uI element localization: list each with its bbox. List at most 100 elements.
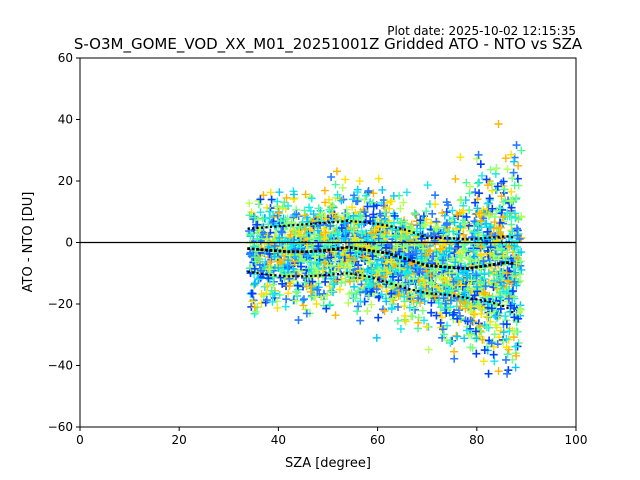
mean-point — [327, 248, 331, 252]
scatter-point — [456, 153, 465, 162]
mean-point — [336, 247, 340, 251]
scatter-point — [398, 280, 407, 289]
scatter-point — [275, 188, 284, 197]
scatter-point — [476, 272, 485, 281]
lower-sigma-point — [439, 293, 442, 296]
scatter-point — [490, 218, 499, 227]
scatter-point — [483, 293, 492, 302]
scatter-point — [485, 194, 494, 203]
scatter-point — [314, 204, 323, 213]
scatter-point — [346, 249, 355, 258]
mean-point — [421, 262, 425, 266]
scatter-point — [276, 258, 285, 267]
scatter-point — [432, 311, 441, 320]
scatter-point — [333, 190, 342, 199]
scatter-point — [263, 281, 272, 290]
scatter-point — [289, 276, 298, 285]
scatter-point — [449, 277, 458, 286]
lower-sigma-point — [506, 306, 509, 310]
scatter-point — [353, 197, 362, 206]
lower-sigma-point — [301, 275, 304, 278]
upper-sigma-point — [448, 236, 451, 240]
scatter-point — [475, 209, 484, 218]
x-tick-label: 60 — [370, 433, 385, 447]
scatter-point — [311, 252, 320, 261]
scatter-point — [353, 302, 362, 311]
scatter-point — [412, 249, 421, 258]
scatter-point — [431, 191, 440, 200]
scatter-point — [497, 244, 506, 253]
scatter-point — [406, 237, 415, 246]
lower-sigma-point — [461, 296, 465, 299]
scatter-point — [400, 292, 409, 301]
scatter-point — [340, 218, 349, 227]
scatter-point — [283, 214, 292, 223]
lower-sigma-point — [475, 298, 478, 301]
scatter-point — [509, 292, 518, 301]
lower-sigma-point — [336, 272, 340, 276]
scatter-point — [484, 211, 493, 220]
mean-point — [439, 265, 442, 269]
scatter-point — [404, 249, 413, 258]
scatter-point — [318, 250, 327, 259]
scatter-point — [347, 288, 356, 297]
scatter-point — [515, 270, 524, 279]
mean-point — [412, 260, 416, 263]
scatter-point — [507, 288, 516, 297]
scatter-point — [466, 316, 475, 325]
scatter-point — [466, 255, 475, 264]
mean-point — [251, 247, 255, 251]
scatter-point — [325, 195, 334, 204]
upper-sigma-point — [314, 222, 317, 225]
scatter-point — [405, 303, 414, 312]
upper-sigma-point — [323, 221, 326, 224]
scatter-point — [315, 211, 324, 220]
lower-sigma-point — [421, 291, 424, 294]
lower-sigma-point — [501, 304, 505, 308]
scatter-point — [445, 244, 454, 253]
scatter-point — [364, 186, 373, 195]
scatter-point — [421, 251, 430, 260]
lower-sigma-point — [359, 274, 362, 277]
scatter-point — [334, 263, 343, 272]
scatter-point — [307, 194, 316, 203]
lower-sigma-point — [350, 272, 353, 275]
scatter-point — [436, 273, 445, 282]
lower-sigma-point — [403, 286, 406, 289]
scatter-point — [360, 208, 369, 217]
scatter-point — [253, 234, 262, 243]
plot-date-label: Plot date: 2025-10-02 12:15:35 — [387, 24, 576, 38]
scatter-point — [363, 307, 372, 316]
scatter-point — [300, 206, 309, 215]
scatter-point — [438, 333, 447, 342]
scatter-point — [270, 252, 279, 261]
scatter-point — [369, 189, 378, 198]
scatter-point — [472, 271, 481, 280]
scatter-point — [251, 307, 260, 316]
scatter-point — [345, 277, 354, 286]
scatter-point — [299, 295, 308, 304]
scatter-point — [400, 269, 409, 278]
scatter-point — [510, 313, 519, 322]
scatter-point — [436, 303, 445, 312]
scatter-point — [497, 281, 506, 290]
mean-point — [376, 250, 380, 254]
scatter-point — [327, 173, 336, 182]
scatter-point — [487, 304, 496, 313]
mean-point — [274, 249, 277, 253]
scatter-point — [265, 265, 274, 274]
scatter-point — [349, 211, 358, 220]
mean-point — [256, 247, 259, 251]
upper-sigma-point — [327, 221, 331, 224]
lower-sigma-point — [443, 293, 447, 296]
scatter-point — [371, 218, 380, 227]
scatter-point — [487, 308, 496, 317]
scatter-point — [506, 301, 515, 310]
mean-point — [296, 250, 300, 254]
scatter-point — [349, 223, 358, 232]
scatter-point — [483, 236, 492, 245]
scatter-point — [393, 316, 402, 325]
scatter-point — [374, 265, 383, 274]
scatter-point — [270, 272, 279, 281]
scatter-point — [487, 179, 496, 188]
